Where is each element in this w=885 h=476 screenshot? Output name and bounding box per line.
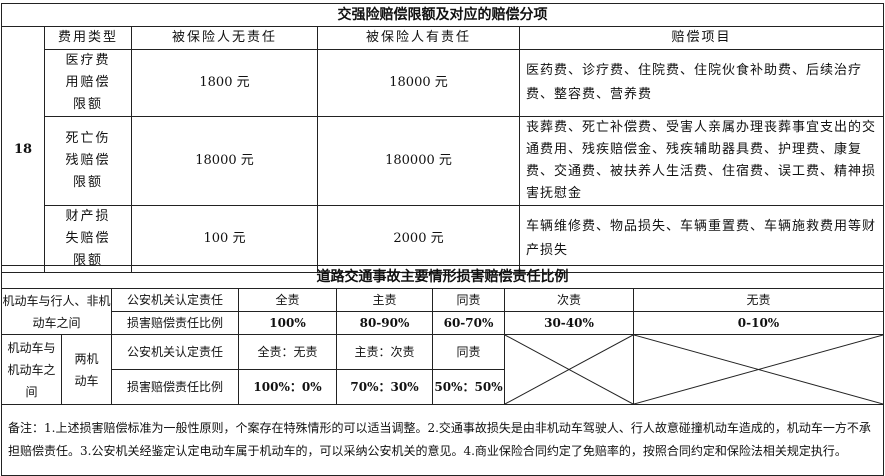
resp-none: 无责	[633, 288, 884, 312]
no-liability-amount: 100 元	[131, 205, 318, 273]
header-no-liability: 被保险人无责任	[131, 26, 318, 50]
compensation-items: 丧葬费、死亡补偿费、受害人亲属办理丧葬事宜支出的交通费用、残疾赔偿金、残疾辅助器…	[518, 116, 885, 206]
group1-label: 机动车与行人、非机动车之间	[1, 288, 112, 335]
header-liability: 被保险人有责任	[317, 26, 520, 50]
header-type: 费用类型	[44, 26, 132, 50]
no-liability-amount: 1800 元	[131, 49, 318, 117]
ratio-label: 损害赔偿责任比例	[111, 311, 239, 335]
liability-amount: 18000 元	[317, 49, 520, 117]
ratio-minor: 30-40%	[504, 311, 634, 335]
table-row: 财产损失赔偿限额 100 元 2000 元 车辆维修费、物品损失、车辆重置费、车…	[2, 205, 885, 273]
compensation-items: 车辆维修费、物品损失、车辆重置费、车辆施救费用等财产损失	[518, 205, 885, 273]
cost-type: 死亡伤残赔偿限额	[44, 116, 132, 206]
liability-amount: 2000 元	[317, 205, 520, 273]
table1-title: 交强险赔偿限额及对应的赔偿分项	[0, 3, 885, 27]
ratio-full: 100%	[238, 311, 337, 335]
ratio-label: 损害赔偿责任比例	[111, 369, 239, 405]
empty-crossed-cell	[633, 334, 884, 405]
cost-type: 财产损失赔偿限额	[44, 205, 132, 273]
empty-crossed-cell	[504, 334, 634, 405]
ratio-equal: 60-70%	[432, 311, 505, 335]
table-row: 医疗费用赔偿限额 1800 元 18000 元 医药费、诊疗费、住院费、住院伙食…	[2, 49, 885, 117]
ratio-major-minor: 70%：30%	[336, 369, 433, 405]
group2-sub-label: 两机动车	[61, 334, 112, 405]
liability-ratio-table: 道路交通事故主要情形损害赔偿责任比例 机动车与行人、非机动车之间 公安机关认定责…	[1, 265, 884, 476]
ratio-full-none: 100%：0%	[238, 369, 337, 405]
table-row: 死亡伤残赔偿限额 18000 元 180000 元 丧葬费、死亡补偿费、受害人亲…	[2, 116, 885, 206]
resp-full: 全责	[238, 288, 337, 312]
liability-amount: 180000 元	[317, 116, 520, 206]
resp-label: 公安机关认定责任	[111, 334, 239, 370]
cost-type: 医疗费用赔偿限额	[44, 49, 132, 117]
group2-label: 机动车与机动车之间	[1, 334, 62, 405]
resp-full-none: 全责：无责	[238, 334, 337, 370]
notes: 备注：1.上述损害赔偿标准为一般性原则，个案存在特殊情形的可以适当调整。2.交通…	[1, 404, 884, 476]
resp-label: 公安机关认定责任	[111, 288, 239, 312]
header-items: 赔偿项目	[518, 26, 885, 50]
resp-equal: 同责	[432, 334, 505, 370]
no-liability-amount: 18000 元	[131, 116, 318, 206]
resp-minor: 次责	[504, 288, 634, 312]
table2-title: 道路交通事故主要情形损害赔偿责任比例	[1, 265, 884, 289]
resp-equal: 同责	[432, 288, 505, 312]
resp-major-minor: 主责：次责	[336, 334, 433, 370]
compulsory-insurance-table: 交强险赔偿限额及对应的赔偿分项 18 费用类型 被保险人无责任 被保险人有责任 …	[0, 3, 885, 273]
resp-major: 主责	[336, 288, 433, 312]
ratio-equal: 50%：50%	[432, 369, 505, 405]
row-number: 18	[1, 26, 45, 273]
ratio-major: 80-90%	[336, 311, 433, 335]
compensation-items: 医药费、诊疗费、住院费、住院伙食补助费、后续治疗费、整容费、营养费	[518, 49, 885, 117]
ratio-none: 0-10%	[633, 311, 884, 335]
